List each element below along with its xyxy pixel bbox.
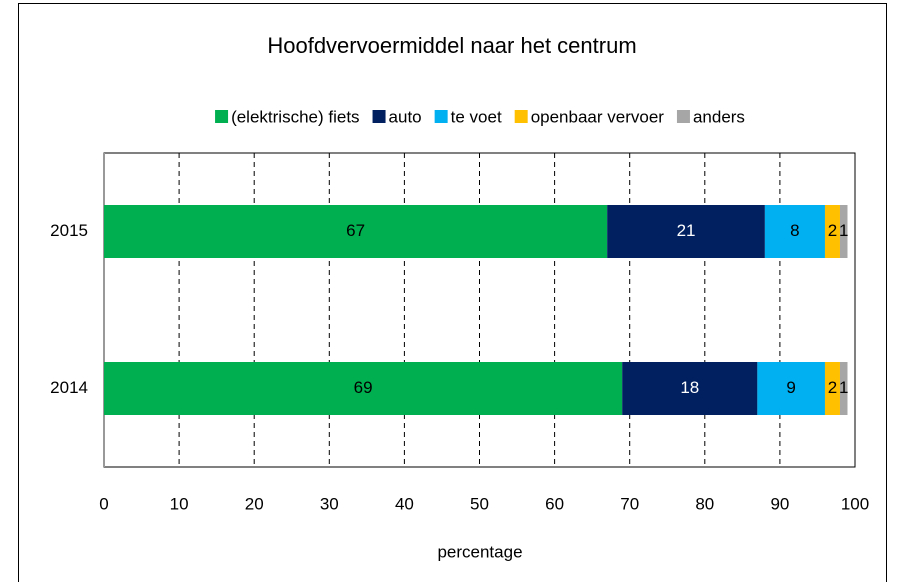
legend-label: auto	[389, 107, 422, 126]
x-tick-label: 30	[320, 494, 339, 513]
data-label: 67	[346, 221, 365, 240]
data-label: 69	[354, 378, 373, 397]
x-axis-title: percentage	[437, 542, 522, 561]
bar-segment	[757, 362, 825, 415]
data-label: 1	[839, 221, 848, 240]
legend-swatch	[372, 110, 386, 123]
y-tick-label: 2014	[50, 378, 88, 397]
data-label: 18	[680, 378, 699, 397]
x-tick-label: 100	[841, 494, 869, 513]
x-tick-label: 0	[99, 494, 108, 513]
x-tick-label: 80	[695, 494, 714, 513]
chart-frame	[18, 3, 887, 582]
legend-swatch	[676, 110, 690, 123]
data-label: 8	[790, 221, 799, 240]
legend-swatch	[514, 110, 528, 123]
bar-segment	[824, 362, 840, 415]
x-tick-label: 70	[620, 494, 639, 513]
x-tick-label: 10	[170, 494, 189, 513]
data-label: 1	[839, 378, 848, 397]
legend-swatch	[215, 110, 229, 123]
x-tick-label: 50	[470, 494, 489, 513]
data-label: 2	[828, 378, 837, 397]
x-tick-label: 90	[770, 494, 789, 513]
legend-label: anders	[693, 107, 745, 126]
bar-segment	[622, 362, 758, 415]
bar-segment	[104, 362, 623, 415]
bar-segment	[839, 205, 848, 258]
chart-title: Hoofdvervoermiddel naar het centrum	[267, 33, 636, 58]
bar-segment	[764, 205, 825, 258]
legend-label: te voet	[451, 107, 502, 126]
data-label: 21	[677, 221, 696, 240]
bar-segment	[104, 205, 608, 258]
x-tick-label: 40	[395, 494, 414, 513]
bar-segment	[824, 205, 840, 258]
data-label: 9	[786, 378, 795, 397]
bar-segment	[607, 205, 765, 258]
x-tick-label: 60	[545, 494, 564, 513]
bar-segment	[839, 362, 848, 415]
legend-label: openbaar vervoer	[531, 107, 665, 126]
x-tick-label: 20	[245, 494, 264, 513]
data-label: 2	[828, 221, 837, 240]
legend-swatch	[434, 110, 448, 123]
legend-label: (elektrische) fiets	[231, 107, 359, 126]
y-tick-label: 2015	[50, 221, 88, 240]
